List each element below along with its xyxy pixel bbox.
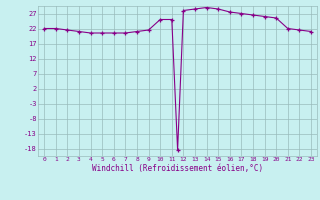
X-axis label: Windchill (Refroidissement éolien,°C): Windchill (Refroidissement éolien,°C) [92,164,263,173]
